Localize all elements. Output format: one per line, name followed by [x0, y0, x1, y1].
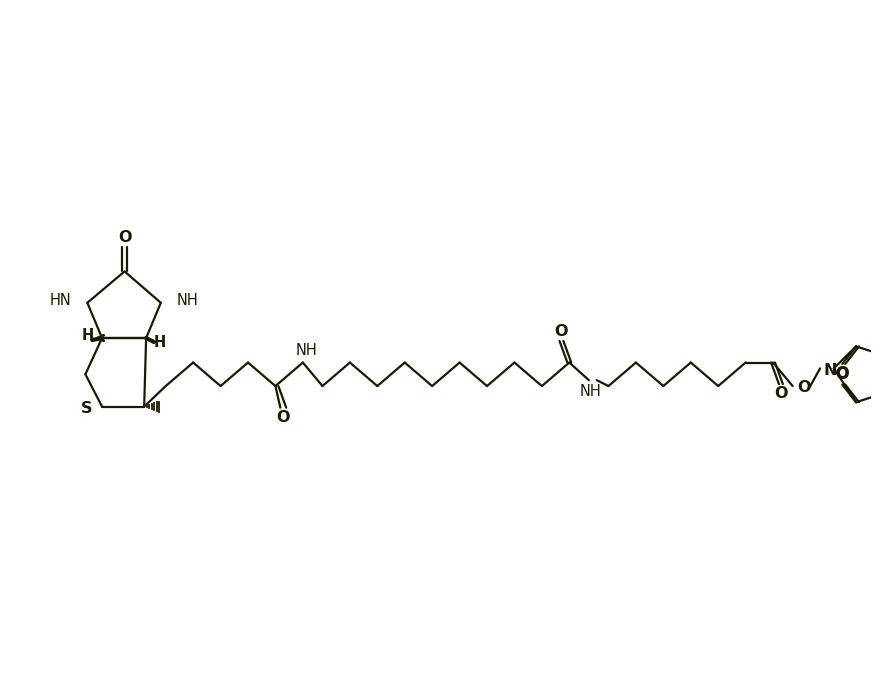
Text: O: O	[118, 230, 131, 245]
Text: N: N	[823, 363, 837, 378]
Text: NH: NH	[177, 293, 198, 308]
Text: O: O	[554, 324, 568, 339]
Text: HN: HN	[50, 293, 71, 308]
Text: O: O	[276, 410, 290, 425]
Text: O: O	[797, 381, 811, 396]
Text: O: O	[836, 367, 849, 382]
Text: O: O	[774, 386, 788, 401]
Text: H: H	[81, 328, 93, 343]
Text: NH: NH	[580, 384, 602, 399]
Text: S: S	[81, 401, 92, 416]
Text: NH: NH	[296, 343, 318, 358]
Text: H: H	[154, 335, 166, 350]
Text: O: O	[836, 367, 849, 381]
